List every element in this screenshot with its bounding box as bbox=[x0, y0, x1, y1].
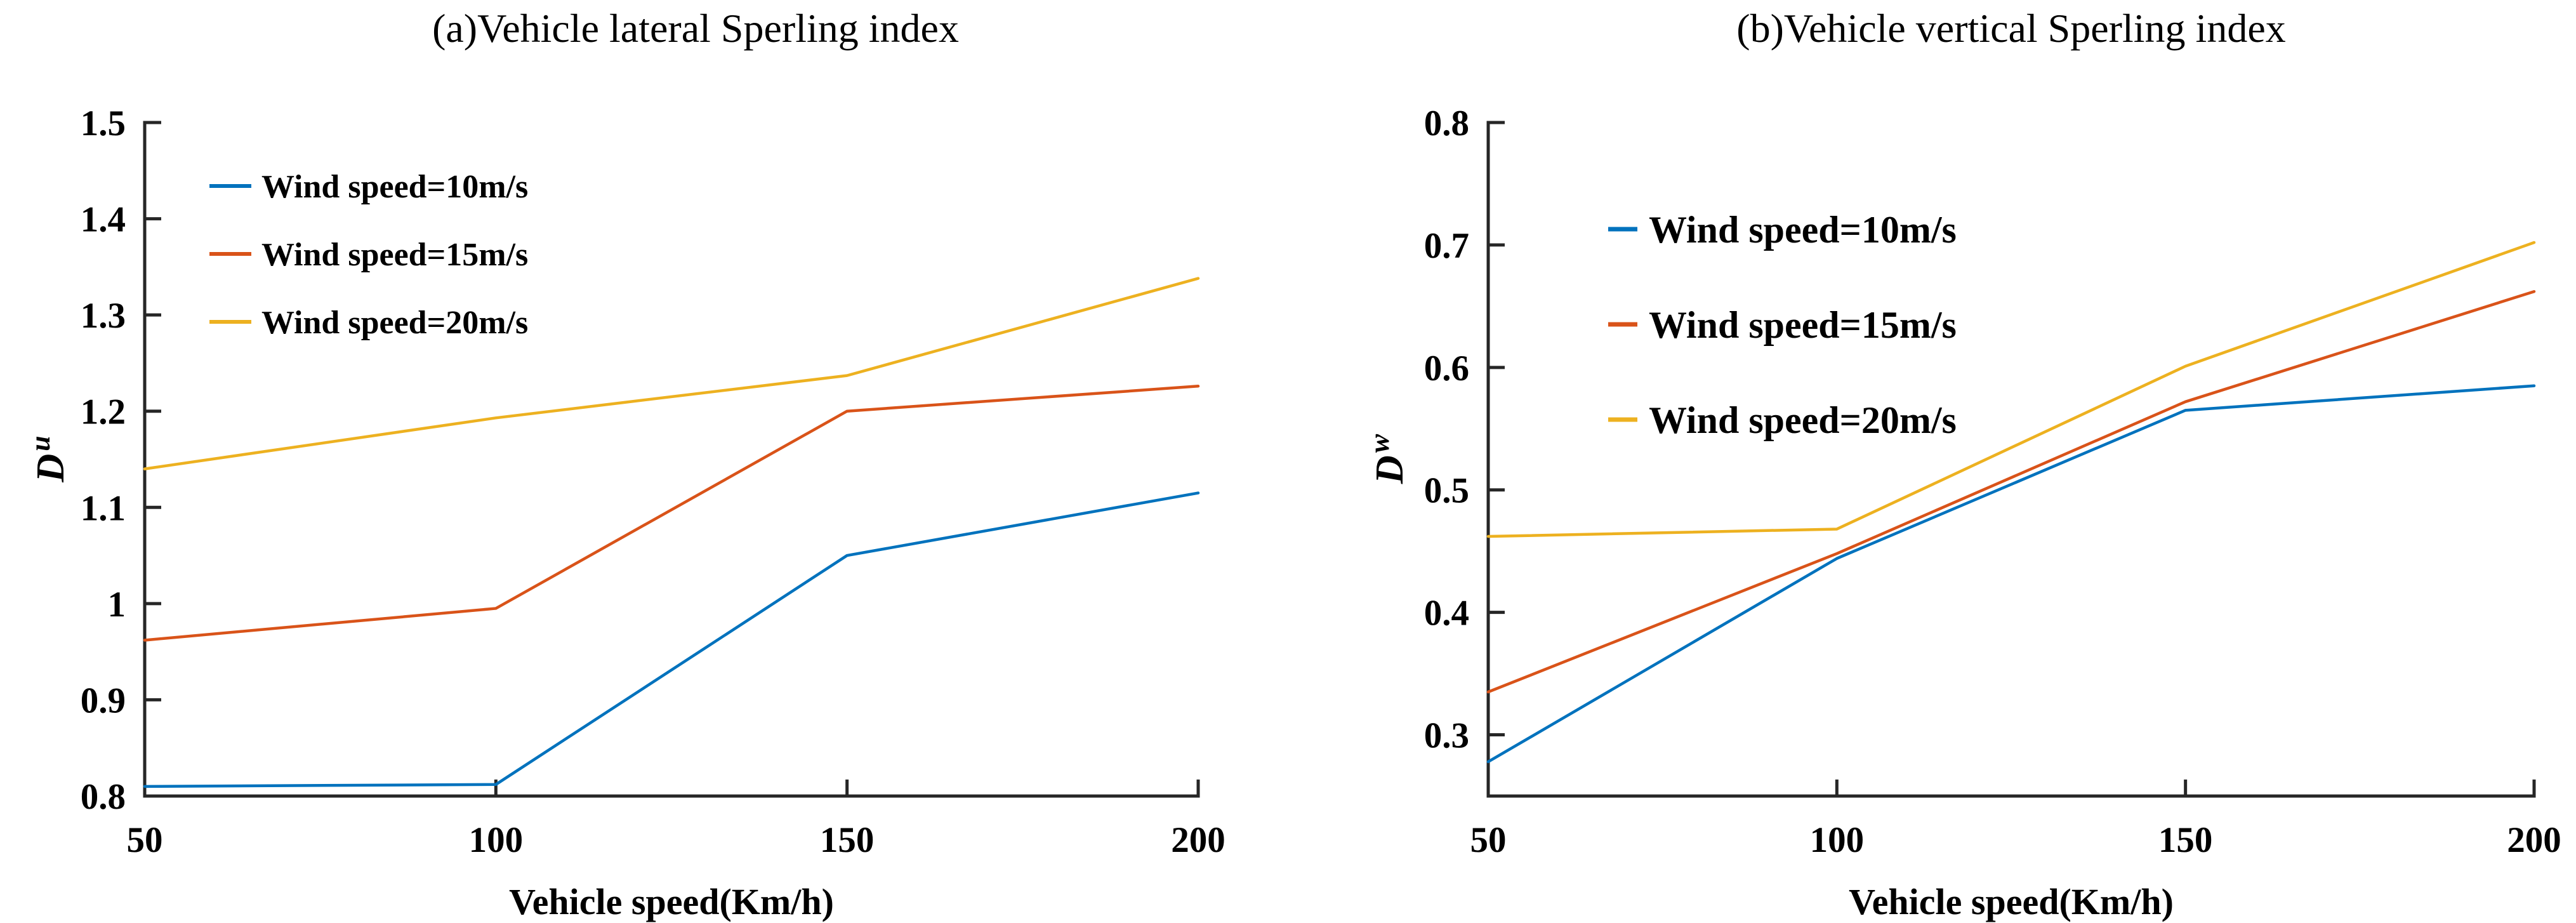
panel-a-y-tick-label: 0.8 bbox=[81, 777, 126, 817]
panel-a-series-wind-speed-10m-s bbox=[143, 491, 1200, 788]
panel-a-y-tick-label: 1.1 bbox=[81, 488, 126, 528]
panel-b-title: (b)Vehicle vertical Sperling index bbox=[1736, 6, 2285, 51]
panel-a-y-tick-label: 0.9 bbox=[81, 681, 126, 720]
panel-a-series-wind-speed-15m-s bbox=[143, 385, 1200, 642]
panel-b-series-wind-speed-10m-s bbox=[1486, 384, 2536, 764]
legend-label-wind10: Wind speed=10m/s bbox=[1649, 209, 1957, 251]
panel-a-x-tick-label: 100 bbox=[469, 820, 524, 860]
panel-a-y-tick-label: 1.2 bbox=[81, 392, 126, 432]
panel-a-y-tick-label: 1 bbox=[108, 585, 126, 625]
panel-a-y-tick-label: 1.4 bbox=[81, 200, 126, 240]
panel-b-series-wind-speed-20m-s bbox=[1486, 241, 2536, 538]
panel-b-y-tick-label: 0.4 bbox=[1424, 594, 1469, 634]
panel-a-legend: Wind speed=10m/s Wind speed=15m/s Wind s… bbox=[209, 169, 528, 341]
legend-label-wind20: Wind speed=20m/s bbox=[261, 305, 528, 341]
panel-a-yaxis-label-base: D bbox=[29, 454, 72, 483]
legend-label-wind20: Wind speed=20m/s bbox=[1649, 399, 1957, 441]
panel-b-legend: Wind speed=10m/s Wind speed=15m/s Wind s… bbox=[1608, 209, 1957, 441]
panel-a-series-wind-speed-20m-s bbox=[143, 277, 1200, 470]
panel-b-series-wind-speed-15m-s bbox=[1486, 289, 2536, 694]
panel-a-title: (a)Vehicle lateral Sperling index bbox=[432, 6, 959, 51]
panel-b-yaxis-label-sup: w bbox=[1364, 434, 1395, 453]
panel-b-x-tick-label: 100 bbox=[1810, 820, 1865, 860]
legend-label-wind10: Wind speed=10m/s bbox=[261, 169, 528, 205]
panel-b-y-tick-label: 0.3 bbox=[1424, 716, 1469, 756]
panel-b-x-tick-label: 200 bbox=[2507, 820, 2561, 860]
panel-b-xaxis-label: Vehicle speed(Km/h) bbox=[1849, 881, 2174, 922]
panel-b-y-tick-label: 0.7 bbox=[1424, 226, 1469, 266]
panel-a-x-tick-label: 50 bbox=[127, 820, 163, 860]
legend-label-wind15: Wind speed=15m/s bbox=[1649, 304, 1957, 346]
panel-b-y-tick-label: 0.6 bbox=[1424, 349, 1469, 388]
panel-b-yaxis-label: D w bbox=[1364, 434, 1411, 484]
panel-a-x-tick-label: 200 bbox=[1171, 820, 1225, 860]
panel-b-x-tick-label: 150 bbox=[2158, 820, 2213, 860]
panel-b-yaxis-label-base: D bbox=[1368, 455, 1411, 484]
panel-a-xaxis-label: Vehicle speed(Km/h) bbox=[509, 881, 834, 922]
panel-b-y-tick-label: 0.5 bbox=[1424, 471, 1469, 511]
plot-layer: 50 100 150 200 0.8 0.9 1 1.1 1.2 1.3 1.4 1.5 50 100 15… bbox=[81, 103, 2561, 860]
panel-a-yaxis-label-sup: u bbox=[25, 435, 56, 451]
panel-a-x-tick-label: 150 bbox=[820, 820, 875, 860]
panel-b-x-tick-label: 50 bbox=[1470, 820, 1507, 860]
panel-a-y-tick-label: 1.5 bbox=[81, 103, 126, 143]
legend-label-wind15: Wind speed=15m/s bbox=[261, 237, 528, 273]
panel-a-yaxis-label: D u bbox=[25, 435, 72, 482]
panel-b-y-tick-label: 0.8 bbox=[1424, 103, 1469, 143]
panel-a-y-tick-label: 1.3 bbox=[81, 296, 126, 336]
